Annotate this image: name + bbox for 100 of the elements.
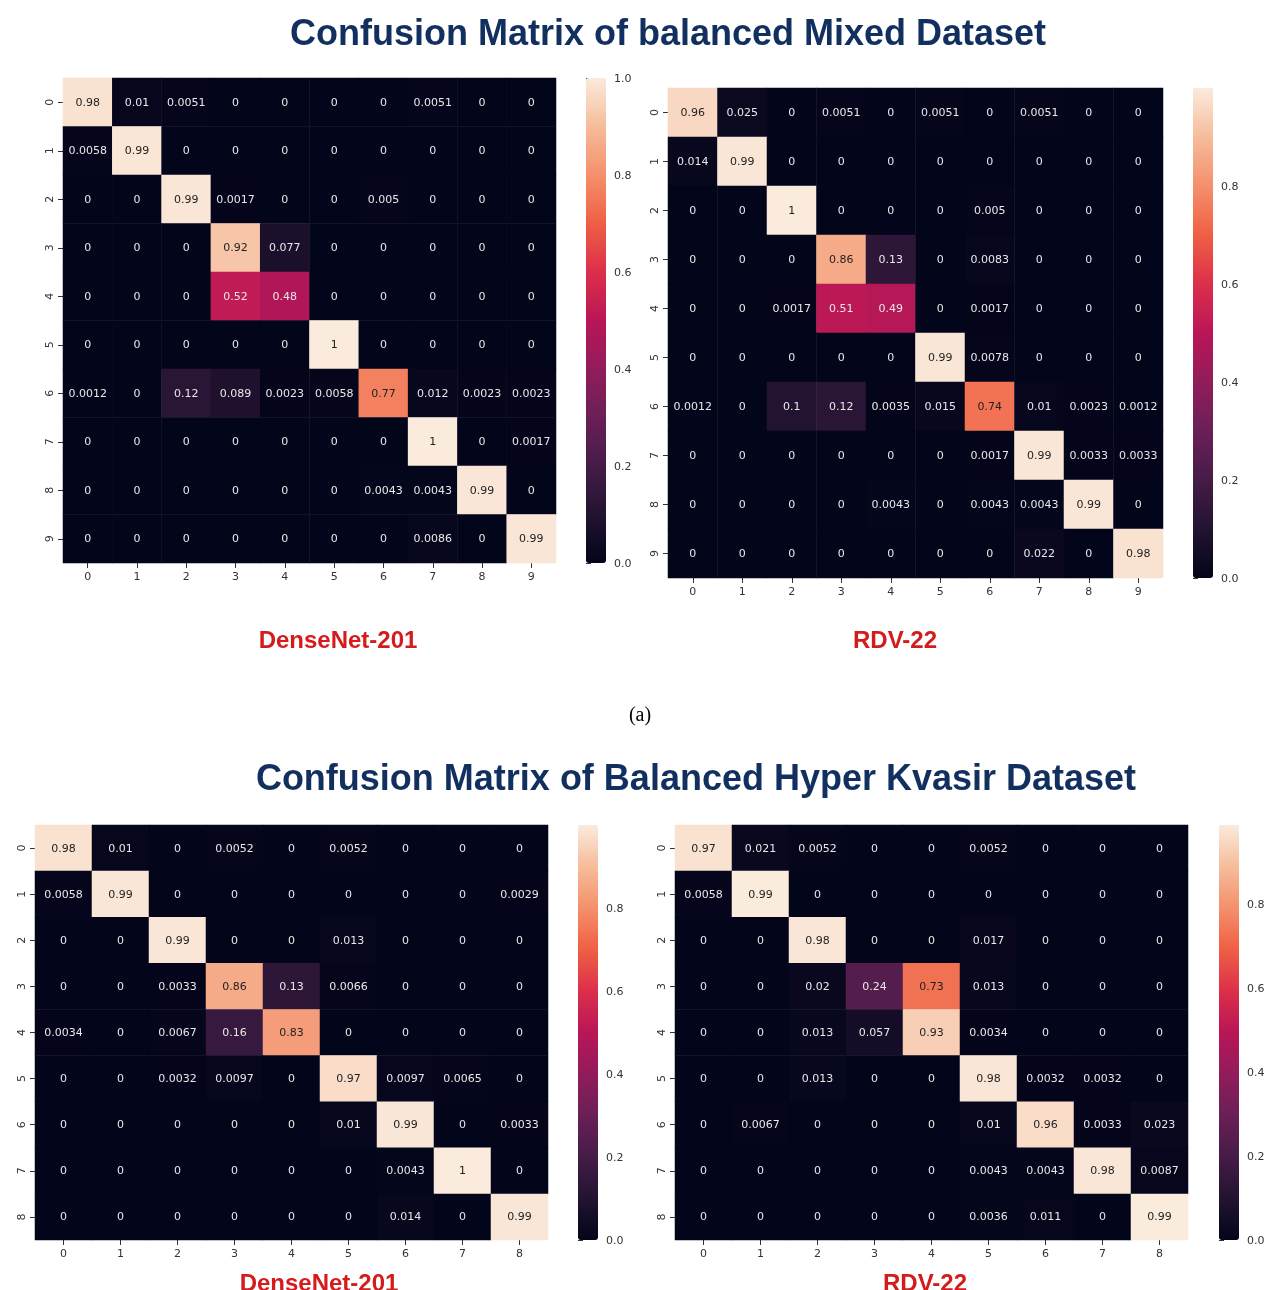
data-label: 0.0032 (1026, 1072, 1065, 1086)
y-tick-label: 5 (43, 341, 56, 349)
data-label: 0.97 (691, 841, 716, 855)
x-tick-label: 3 (232, 570, 240, 583)
data-label: 0 (330, 95, 338, 109)
data-label: 0.99 (469, 483, 495, 497)
data-label: 0 (232, 144, 240, 158)
data-label: 0 (478, 95, 486, 109)
color-bar-label: 0.8 (606, 901, 624, 915)
data-label: 1 (330, 338, 338, 352)
data-label: 0 (117, 1210, 124, 1224)
data-label: 0 (700, 1210, 707, 1224)
data-label: 0.13 (279, 979, 304, 993)
data-label: 0.0017 (216, 192, 255, 206)
data-label: 0 (330, 192, 338, 206)
x-tick-label: 9 (527, 570, 535, 583)
x-tick-label: 9 (1134, 585, 1142, 598)
data-label: 0.99 (393, 1118, 418, 1132)
y-tick-label: 1 (648, 158, 661, 165)
data-label: 0 (288, 933, 295, 947)
data-label: 0 (60, 1118, 67, 1132)
data-label: 0.48 (272, 289, 298, 303)
data-label: 0.0032 (1083, 1072, 1122, 1086)
data-label: 0 (402, 887, 409, 901)
data-label: 0 (379, 95, 387, 109)
y-tick-label: 2 (43, 195, 56, 203)
data-label: 0.97 (336, 1072, 361, 1086)
x-tick-label: 0 (84, 570, 92, 583)
data-label: 0 (788, 498, 796, 511)
data-label: 0 (1042, 933, 1049, 947)
data-label: 0 (928, 1210, 935, 1224)
y-tick-label: 1 (15, 890, 28, 898)
color-bar-label: 0.8 (614, 168, 632, 182)
color-bar-label: 0.8 (1247, 898, 1264, 912)
data-label: 0 (478, 532, 486, 546)
data-label: 0 (700, 1072, 707, 1086)
data-label: 0 (757, 1164, 764, 1178)
data-label: 0 (1134, 204, 1142, 217)
data-label: 0 (429, 289, 437, 303)
data-label: 0 (887, 155, 895, 168)
data-label: 0.99 (928, 351, 953, 364)
data-label: 0.023 (1143, 1118, 1176, 1132)
data-label: 0 (689, 204, 697, 217)
data-label: 0 (379, 532, 387, 546)
data-label: 0 (689, 351, 697, 364)
data-label: 0.98 (976, 1072, 1001, 1086)
data-label: 0.0058 (44, 887, 83, 901)
data-label: 0.0087 (1140, 1164, 1179, 1178)
data-label: 0 (788, 155, 796, 168)
color-bar-label: 0.0 (614, 556, 632, 570)
data-label: 0 (174, 887, 181, 901)
data-label: 0 (757, 1026, 764, 1039)
data-label: 0 (1035, 204, 1043, 217)
y-tick-label: 4 (43, 292, 56, 300)
data-label: 0 (478, 435, 486, 449)
data-label: 0 (84, 192, 92, 206)
data-label: 0 (84, 241, 92, 255)
data-label: 0 (379, 144, 387, 158)
data-label: 0.86 (829, 253, 854, 266)
y-tick-label: 5 (15, 1075, 28, 1083)
data-label: 0 (1099, 887, 1106, 901)
data-label: 0 (871, 887, 878, 901)
data-label: 0 (887, 204, 895, 217)
data-label: 0.0067 (158, 1026, 197, 1039)
data-label: 0 (936, 547, 944, 560)
data-label: 0 (1156, 1072, 1163, 1086)
data-label: 0.0078 (970, 351, 1009, 364)
x-tick-label: 0 (60, 1247, 67, 1260)
data-label: 0 (887, 106, 895, 119)
data-label: 0 (117, 1118, 124, 1132)
y-tick-label: 6 (648, 403, 661, 410)
y-tick-label: 8 (15, 1213, 28, 1221)
color-bar-label: 0.0 (606, 1233, 624, 1247)
data-label: 0 (516, 1164, 523, 1178)
data-label: 0 (1042, 887, 1049, 901)
data-label: 0.0051 (413, 95, 452, 109)
data-label: 0 (429, 192, 437, 206)
data-label: 0.021 (744, 841, 777, 855)
data-label: 0.012 (417, 386, 449, 400)
data-label: 0 (379, 338, 387, 352)
data-label: 0 (1085, 253, 1093, 266)
data-label: 0 (84, 338, 92, 352)
y-tick-label: 3 (648, 256, 661, 263)
data-label: 0 (1099, 933, 1106, 947)
data-label: 0 (1156, 1026, 1163, 1039)
x-tick-label: 3 (231, 1247, 238, 1260)
x-tick-label: 4 (281, 570, 289, 583)
data-label: 0.0033 (158, 979, 197, 993)
x-tick-label: 3 (871, 1247, 878, 1260)
data-label: 0 (928, 841, 935, 855)
data-label: 0.005 (367, 192, 400, 206)
x-tick-label: 0 (700, 1247, 707, 1260)
data-label: 0.0066 (329, 979, 368, 993)
data-label: 0 (288, 1118, 295, 1132)
data-label: 0 (700, 1026, 707, 1039)
y-tick-label: 1 (43, 147, 56, 155)
data-label: 0 (281, 95, 289, 109)
data-label: 0 (84, 483, 92, 497)
data-label: 0 (288, 1072, 295, 1086)
data-label: 0.99 (174, 192, 199, 206)
